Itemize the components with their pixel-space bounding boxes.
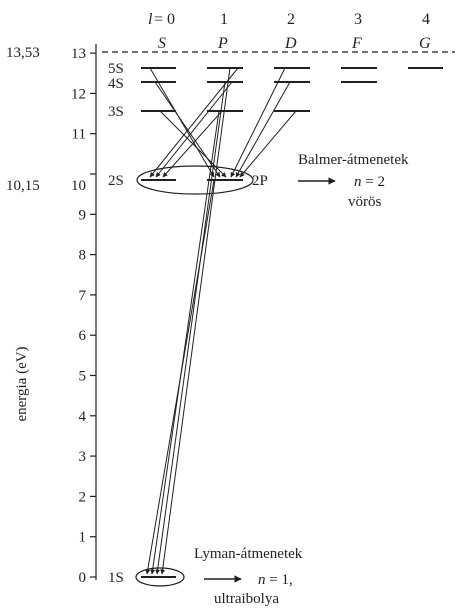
balmer-transitions	[149, 67, 297, 178]
lyman-title: Lyman-átmenetek	[194, 546, 303, 562]
axis-tick-label-0: 0	[79, 570, 87, 586]
label-3s: 3S	[108, 104, 124, 120]
column-letter-f: F	[351, 35, 362, 52]
ionization-energy-label: 13,53	[6, 45, 40, 61]
axis-tick-label-12: 12	[71, 86, 86, 102]
balmer-color: vörös	[348, 194, 381, 210]
transition-3s-2p	[159, 110, 227, 178]
column-letter-s: S	[158, 35, 166, 52]
transition-4p-1s	[155, 81, 226, 575]
column-number-g: 4	[422, 11, 430, 28]
label-2s: 2S	[108, 173, 124, 189]
transition-3p-1s	[150, 110, 220, 575]
axis-tick-label-5: 5	[79, 369, 87, 385]
axis-tick-label-1: 1	[79, 530, 87, 546]
lyman-transitions	[145, 67, 231, 575]
column-letter-p: P	[217, 35, 228, 52]
axis-tick-label-10: 10	[71, 178, 86, 194]
level-labels: 5S 4S 3S 2S 2P 1S	[108, 61, 268, 586]
axis-tick-label-6: 6	[79, 328, 87, 344]
label-5s: 5S	[108, 61, 124, 77]
transition-5d-2p	[230, 67, 286, 178]
column-letter-d: D	[284, 35, 297, 52]
label-2p: 2P	[252, 173, 268, 189]
lyman-color: ultraibolya	[214, 591, 279, 607]
axis-tick-label-11: 11	[72, 127, 86, 143]
axis-tick-label-2: 2	[79, 489, 87, 505]
column-number-f: 3	[354, 11, 362, 28]
transition-5p-2s	[149, 67, 239, 178]
label-4s: 4S	[108, 76, 124, 92]
orbital-header: l = 0 S 1 P 2 D 3 F 4 G	[148, 11, 431, 52]
label-1s: 1S	[108, 570, 124, 586]
axis-tick-label-4: 4	[79, 409, 87, 425]
axis-tick-label-9: 9	[79, 207, 87, 223]
transition-5p-1s	[160, 67, 231, 575]
transition-4p-2s	[155, 81, 233, 178]
transition-5s-2p	[149, 67, 215, 178]
column-letter-g: G	[419, 35, 431, 52]
column-number-d: 2	[287, 11, 295, 28]
transition-3d-2p	[239, 110, 297, 178]
l-symbol: l	[148, 11, 153, 28]
lyman-annotation: Lyman-átmenetek n = 1, ultraibolya	[194, 546, 303, 607]
transition-4d-2p	[235, 81, 291, 178]
balmer-n-line: n = 2	[354, 174, 385, 190]
transition-4s-2p	[154, 81, 221, 178]
balmer-energy-label: 10,15	[6, 178, 40, 194]
energy-levels	[141, 67, 443, 578]
balmer-ellipse	[136, 165, 254, 195]
axis-tick-label-8: 8	[79, 248, 87, 264]
lyman-n-line: n = 1,	[258, 572, 293, 588]
lyman-ellipse	[135, 567, 185, 587]
axis-tick-label-7: 7	[79, 288, 87, 304]
axis-tick-label-13: 13	[71, 46, 86, 62]
axis-title: energia (eV)	[14, 346, 30, 421]
balmer-annotation: Balmer-átmenetek n = 2 vörös	[298, 152, 409, 210]
l-zero-value: = 0	[154, 11, 175, 28]
balmer-title: Balmer-átmenetek	[298, 152, 409, 168]
axis-tick-label-3: 3	[79, 449, 87, 465]
column-number-p: 1	[220, 11, 228, 28]
